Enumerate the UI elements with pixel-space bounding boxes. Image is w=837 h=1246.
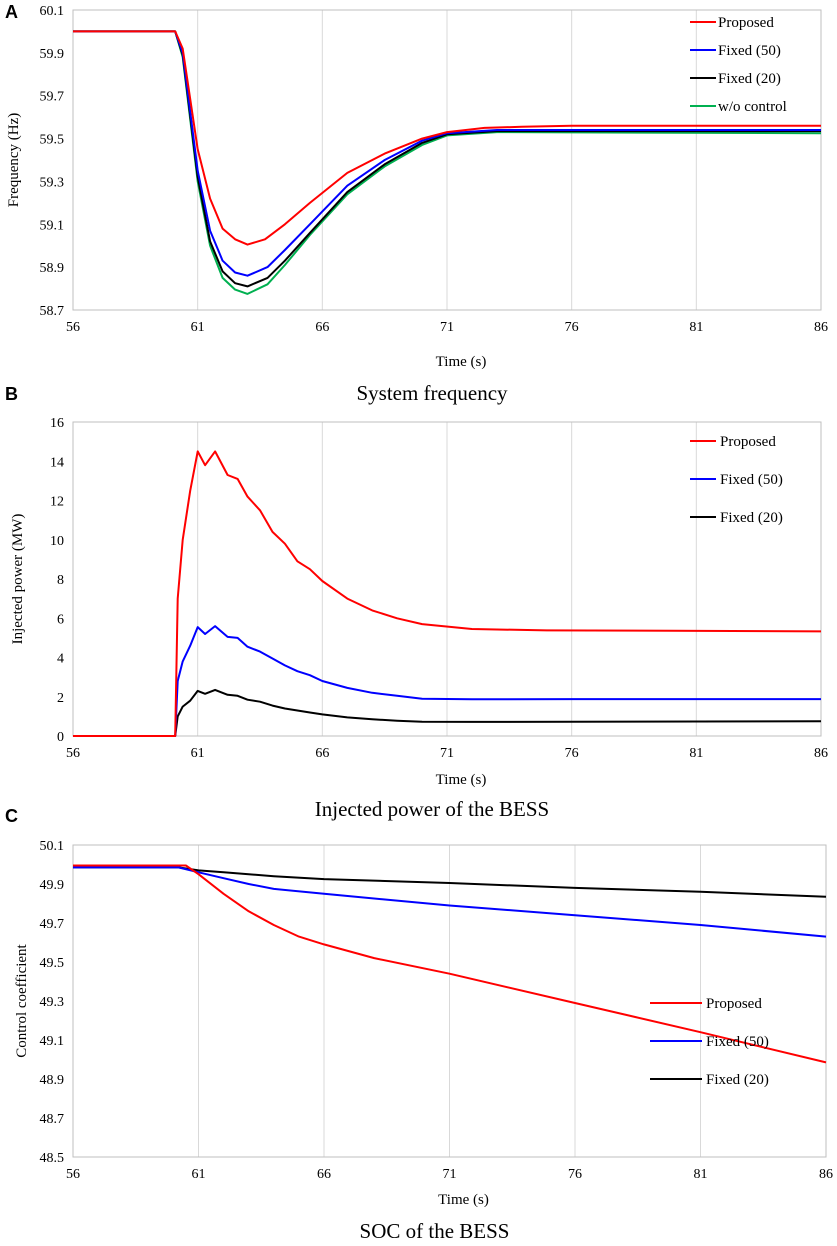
panel-letter: B (5, 384, 18, 404)
series-line-fixed-20 (73, 688, 822, 737)
x-tick-label: 61 (191, 320, 205, 335)
y-tick-label: 6 (57, 612, 64, 627)
legend-label: Fixed (50) (720, 472, 783, 488)
x-axis-label: Time (s) (436, 772, 487, 788)
x-tick-label: 81 (689, 320, 703, 335)
x-tick-label: 86 (819, 1167, 833, 1182)
y-tick-label: 58.7 (40, 304, 65, 319)
y-tick-label: 49.5 (40, 956, 65, 971)
x-tick-label: 71 (440, 320, 454, 335)
legend-label: Fixed (20) (718, 71, 781, 87)
x-tick-label: 86 (814, 746, 828, 761)
y-tick-label: 59.7 (40, 90, 65, 105)
legend-label: Fixed (20) (706, 1072, 769, 1088)
y-tick-label: 8 (57, 573, 64, 588)
y-tick-label: 58.9 (40, 261, 65, 276)
y-axis-label: Control coefficient (14, 943, 30, 1057)
plot-area (72, 844, 827, 1158)
panel-a: A 56 61 66 71 76 81 86 58.7 58.9 59.1 59.3 59.5 59.7 5… (5, 2, 828, 405)
y-tick-label: 48.5 (40, 1151, 65, 1166)
legend-label: w/o control (718, 99, 787, 115)
y-tick-label: 4 (57, 652, 64, 667)
y-tick-label: 10 (50, 534, 64, 549)
legend-label: Proposed (706, 996, 762, 1012)
y-tick-label: 0 (57, 730, 64, 745)
y-tick-label: 48.9 (40, 1073, 65, 1088)
plot-area (72, 9, 822, 311)
y-tick-label: 59.5 (40, 133, 65, 148)
panel-b: B 56 61 66 71 76 81 86 0 2 4 6 8 10 12 14 16 Time (s) Inje… (5, 384, 828, 821)
y-tick-label: 16 (50, 416, 64, 431)
panel-c: C 56 61 66 71 76 81 86 48.5 48.7 48.9 49.1 49.3 49.5 4… (5, 806, 833, 1243)
x-tick-label: 81 (689, 746, 703, 761)
x-tick-label: 66 (315, 746, 329, 761)
series-line-fixed-50 (73, 30, 821, 277)
x-tick-label: 61 (192, 1167, 206, 1182)
y-tick-label: 49.1 (40, 1034, 65, 1049)
legend-label: Proposed (720, 434, 776, 450)
x-axis-label: Time (s) (436, 354, 487, 370)
x-tick-label: 66 (317, 1167, 331, 1182)
panel-caption: System frequency (356, 381, 508, 405)
y-tick-label: 2 (57, 691, 64, 706)
x-tick-label: 76 (565, 746, 579, 761)
legend-label: Fixed (50) (706, 1034, 769, 1050)
legend-label: Proposed (718, 15, 774, 31)
plot-area (72, 421, 822, 737)
x-tick-label: 61 (191, 746, 205, 761)
y-tick-label: 14 (50, 455, 64, 470)
series-line-fixed-50 (73, 625, 821, 737)
x-tick-label: 66 (315, 320, 329, 335)
x-tick-label: 71 (443, 1167, 457, 1182)
x-tick-label: 56 (66, 746, 80, 761)
series-line-proposed (73, 450, 822, 737)
x-axis-label: Time (s) (438, 1192, 489, 1208)
y-tick-label: 59.9 (40, 47, 65, 62)
y-tick-label: 50.1 (40, 839, 65, 854)
y-axis-label: Frequency (Hz) (6, 113, 22, 208)
series-line-proposed (73, 864, 827, 1064)
x-tick-label: 76 (565, 320, 579, 335)
y-tick-label: 12 (50, 495, 64, 510)
y-axis-label: Injected power (MW) (10, 514, 26, 645)
panel-letter: C (5, 806, 18, 826)
y-tick-label: 49.7 (40, 917, 65, 932)
legend-label: Fixed (50) (718, 43, 781, 59)
y-tick-label: 59.1 (40, 218, 65, 233)
x-tick-label: 76 (568, 1167, 582, 1182)
series-line-proposed (73, 30, 821, 246)
y-tick-label: 48.7 (40, 1112, 65, 1127)
panel-caption: Injected power of the BESS (315, 797, 549, 821)
legend-label: Fixed (20) (720, 510, 783, 526)
panel-caption: SOC of the BESS (360, 1219, 510, 1243)
panel-letter: A (5, 2, 18, 22)
x-tick-label: 81 (694, 1167, 708, 1182)
y-tick-label: 49.3 (40, 995, 65, 1010)
y-tick-label: 59.3 (40, 175, 65, 190)
x-tick-label: 71 (440, 746, 454, 761)
x-tick-label: 56 (66, 1167, 80, 1182)
y-tick-label: 60.1 (40, 4, 65, 19)
x-tick-label: 86 (814, 320, 828, 335)
y-tick-label: 49.9 (40, 878, 65, 893)
x-tick-label: 56 (66, 320, 80, 335)
